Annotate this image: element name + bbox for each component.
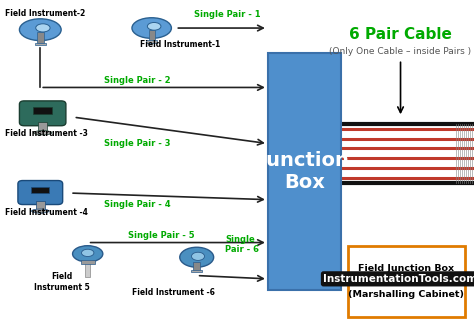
Bar: [85, 261, 90, 277]
Bar: [38, 122, 47, 132]
Bar: [37, 32, 44, 43]
Ellipse shape: [147, 22, 161, 30]
Ellipse shape: [33, 131, 52, 135]
Text: Single Pair - 5: Single Pair - 5: [128, 231, 195, 241]
Text: Single Pair - 1: Single Pair - 1: [194, 10, 261, 19]
FancyBboxPatch shape: [19, 101, 66, 126]
Text: InstrumentationTools.com: InstrumentationTools.com: [323, 274, 474, 284]
Text: Single
Pair - 6: Single Pair - 6: [225, 235, 259, 254]
FancyBboxPatch shape: [268, 53, 341, 290]
Bar: [31, 187, 49, 193]
Ellipse shape: [82, 249, 94, 256]
Bar: [35, 43, 46, 45]
Text: 6 Pair Cable: 6 Pair Cable: [349, 27, 452, 42]
Text: Field Instrument -4: Field Instrument -4: [5, 208, 88, 217]
Bar: [36, 201, 45, 211]
Bar: [146, 40, 157, 43]
Ellipse shape: [191, 252, 204, 260]
Bar: [149, 30, 155, 41]
Text: Field
Instrument 5: Field Instrument 5: [34, 273, 90, 292]
Ellipse shape: [180, 247, 214, 267]
Text: (Only One Cable – inside Pairs ): (Only One Cable – inside Pairs ): [329, 47, 472, 56]
Text: Single Pair - 4: Single Pair - 4: [104, 200, 171, 209]
Text: Field Instrument-1: Field Instrument-1: [140, 40, 220, 49]
Text: Junction
Box: Junction Box: [260, 151, 349, 192]
Bar: [193, 262, 200, 271]
Text: Single Pair - 3: Single Pair - 3: [104, 139, 171, 148]
Ellipse shape: [19, 19, 61, 41]
Ellipse shape: [132, 18, 172, 38]
Text: Field Instrument -3: Field Instrument -3: [5, 129, 88, 138]
Text: Field Instrument-2: Field Instrument-2: [5, 9, 85, 18]
Bar: [81, 260, 94, 264]
FancyBboxPatch shape: [18, 181, 63, 205]
Text: Field Junction Box
To Control Room
(Marshalling Cabinet): Field Junction Box To Control Room (Mars…: [348, 264, 465, 299]
Text: Field Instrument -6: Field Instrument -6: [132, 287, 214, 297]
Bar: [33, 108, 52, 114]
Text: Single Pair - 2: Single Pair - 2: [104, 76, 171, 85]
Bar: [348, 246, 465, 317]
Ellipse shape: [36, 24, 50, 32]
Ellipse shape: [31, 209, 49, 213]
Bar: [191, 270, 202, 272]
Ellipse shape: [73, 246, 103, 262]
